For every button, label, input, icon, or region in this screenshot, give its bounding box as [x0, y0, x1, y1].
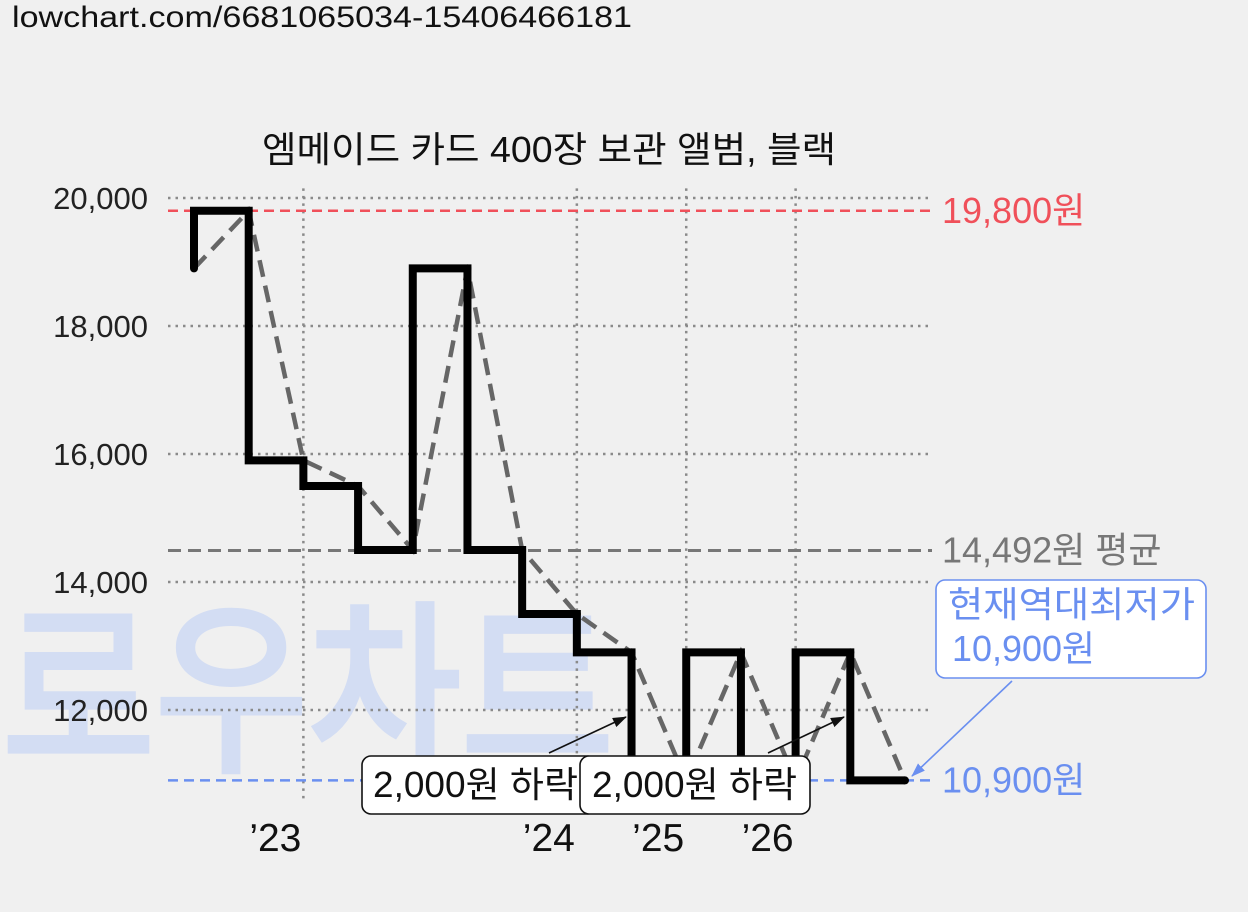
callout-box: [579, 755, 811, 815]
x-tick-label: ’25: [632, 817, 684, 860]
axis-and-reference-labels: 20,000 18,000 16,000 14,000 12,000 ’23 ’24 ’25 ’…: [53, 181, 1161, 860]
x-tick-label: ’26: [742, 817, 794, 860]
callout-arrow: [548, 716, 627, 754]
callout-arrow: [767, 716, 845, 754]
price-point: [463, 264, 472, 273]
reference-lines: [168, 209, 932, 782]
drop-callout: 2,000원 하락: [579, 716, 845, 815]
price-point: [736, 648, 745, 657]
price-point: [901, 776, 909, 785]
lowest-price-callout: 현재역대최저가 10,900원: [911, 579, 1207, 777]
price-point: [244, 206, 253, 215]
x-tick-label: ’24: [523, 817, 575, 860]
y-tick-label: 16,000: [53, 437, 148, 472]
reference-line-label: 10,900원: [942, 759, 1085, 800]
y-tick-label: 20,000: [53, 181, 148, 216]
price-point: [408, 546, 417, 554]
drop-callout: 2,000원 하락: [361, 716, 627, 815]
drop-callout-label: 2,000원 하락: [592, 764, 797, 805]
y-tick-label: 14,000: [53, 565, 148, 600]
price-point: [354, 482, 363, 490]
y-tick-label: 18,000: [53, 309, 148, 344]
callout-label-line-2: 10,900원: [952, 628, 1095, 669]
price-point: [190, 264, 198, 273]
callout-label-line-1: 현재역대최저가: [948, 584, 1195, 625]
price-point: [299, 456, 308, 465]
reference-line-label: 14,492원 평균: [942, 530, 1161, 571]
callout-arrow: [911, 680, 1013, 777]
price-point: [518, 546, 527, 554]
callout-box: [935, 579, 1207, 679]
chart-title: 엠메이드 카드 400장 보관 앨범, 블랙: [262, 129, 836, 170]
drop-callout-label: 2,000원 하락: [373, 764, 578, 805]
price-point: [846, 648, 855, 657]
reference-line-label: 19,800원: [942, 190, 1085, 231]
source-url: lowchart.com/6681065034-15406466181: [12, 1, 632, 34]
price-point: [627, 648, 636, 657]
x-tick-label: ’23: [249, 817, 301, 860]
y-tick-label: 12,000: [53, 693, 148, 728]
price-point: [572, 610, 581, 618]
